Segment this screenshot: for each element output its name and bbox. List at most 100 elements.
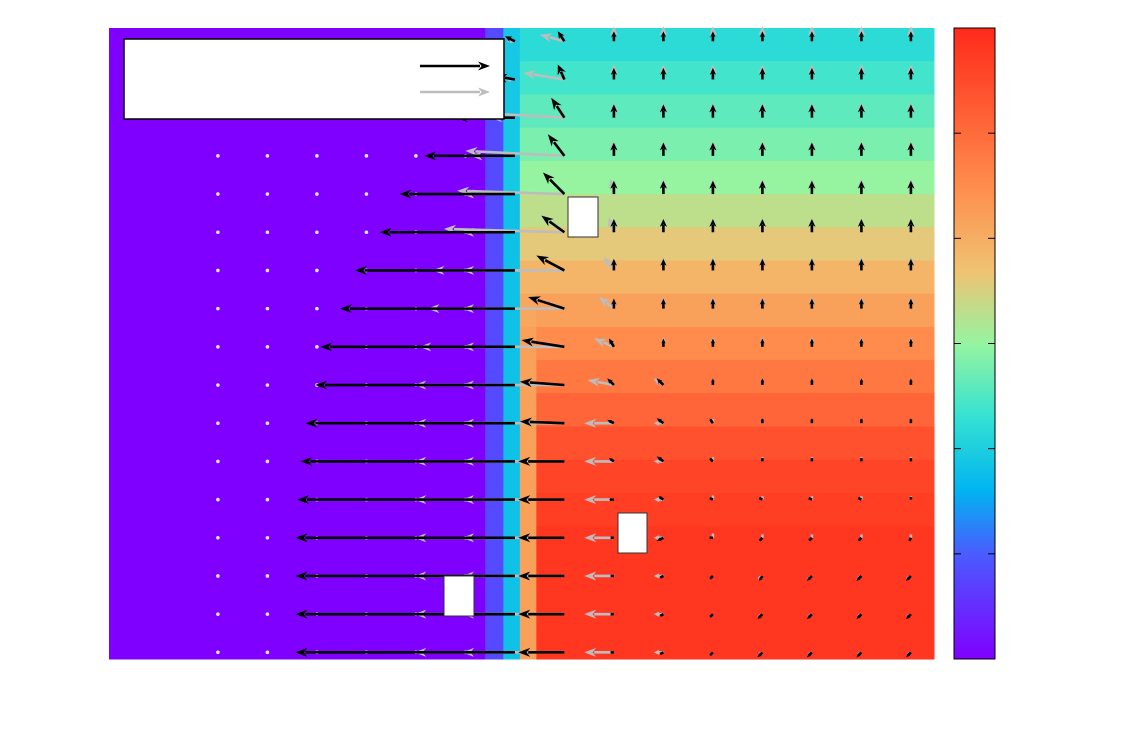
zero-vector: [216, 650, 220, 655]
arrow-head: [659, 180, 667, 189]
vector-arrow: [858, 298, 865, 309]
vector-arrow: [905, 651, 912, 658]
vector-arrow: [759, 67, 766, 80]
zero-vector: [315, 192, 319, 196]
heat-cell: [503, 625, 521, 660]
heat-cell: [536, 492, 935, 527]
arrow-shaft: [555, 105, 566, 119]
arrow-head: [557, 31, 565, 40]
vector-arrow: [759, 31, 766, 42]
zero-vector: [216, 535, 220, 540]
arrow-head: [653, 535, 660, 541]
vector-arrow: [659, 104, 667, 118]
vector-arrow: [758, 180, 766, 195]
arrow-head: [656, 537, 662, 542]
arrow-head: [521, 337, 535, 347]
heat-cell: [503, 194, 521, 228]
heat-cell: [485, 194, 504, 228]
vector-arrow: [909, 418, 913, 424]
vector-arrow: [659, 574, 664, 579]
vector-arrow: [709, 651, 714, 657]
vector-arrow: [760, 378, 765, 386]
vector-arrow: [858, 258, 865, 271]
heat-cell: [485, 592, 504, 627]
arrow-head: [759, 538, 762, 542]
vector-arrow: [557, 31, 566, 43]
arrow-head: [519, 417, 533, 427]
arrow-shaft: [658, 457, 665, 463]
vector-arrow: [659, 613, 664, 617]
arrow-shaft: [559, 34, 566, 43]
vector-arrow: [610, 574, 614, 578]
zero-vector: [265, 574, 270, 578]
arrow-head: [808, 218, 816, 227]
arrow-head: [858, 497, 861, 500]
vector-arrow: [810, 378, 814, 386]
heat-cell: [536, 293, 935, 328]
heat-cell: [519, 293, 537, 328]
vector-arrow: [907, 258, 915, 271]
vector-arrow: [315, 380, 515, 390]
arrow-head: [809, 31, 815, 38]
arrow-shaft: [906, 651, 912, 657]
arrow-shaft: [467, 189, 565, 196]
zero-vector: [216, 154, 220, 158]
arrow-head: [910, 497, 912, 499]
vector-arrow: [709, 496, 714, 501]
arrow-head: [584, 533, 597, 543]
arrow-head: [599, 297, 611, 308]
vector-arrow: [856, 613, 863, 620]
vector-arrow: [860, 534, 863, 538]
vector-arrow: [809, 338, 815, 347]
vector-arrow: [660, 31, 667, 42]
vector-arrow: [808, 142, 816, 156]
heat-cell: [485, 526, 504, 560]
arrow-head: [710, 31, 716, 38]
vector-arrow: [521, 337, 565, 349]
arrow-head: [295, 647, 308, 657]
heat-cell: [109, 492, 486, 527]
arrow-shaft: [548, 35, 565, 43]
vector-arrow: [761, 418, 764, 424]
vector-arrow: [551, 97, 566, 119]
arrow-head: [315, 380, 328, 390]
arrow-head: [710, 298, 716, 305]
vector-arrow: [523, 70, 565, 81]
arrow-head: [610, 575, 613, 577]
vector-arrow: [810, 418, 814, 424]
arrow-head: [584, 609, 597, 619]
heat-cell: [536, 28, 935, 62]
vector-arrow: [709, 418, 714, 424]
arrow-head: [659, 26, 668, 36]
arrow-head: [860, 534, 863, 537]
heat-cell: [503, 393, 521, 428]
vector-arrow: [610, 104, 618, 118]
arrow-head: [857, 180, 865, 189]
arrow-shaft: [906, 613, 912, 619]
heat-cell: [503, 459, 521, 494]
vector-arrow: [856, 575, 863, 581]
vector-field: [216, 26, 915, 658]
arrow-head: [759, 31, 766, 38]
heat-cell: [485, 492, 504, 527]
zero-vector: [265, 459, 270, 464]
arrow-head: [858, 67, 865, 75]
vector-arrow: [610, 142, 618, 156]
vector-arrow: [295, 647, 515, 657]
arrow-head: [584, 418, 597, 428]
arrow-head: [909, 418, 913, 422]
annotation-box: [443, 575, 475, 617]
arrow-head: [808, 497, 812, 500]
zero-vector: [216, 268, 220, 273]
arrow-head: [518, 456, 531, 466]
legend-box: [123, 38, 505, 120]
vector-arrow: [709, 536, 713, 540]
arrow-head: [860, 418, 863, 422]
arrow-head: [759, 497, 762, 500]
vector-arrow: [656, 378, 665, 386]
heat-cell: [485, 160, 504, 195]
vector-arrow: [857, 180, 865, 195]
heat-cell: [109, 160, 486, 195]
arrow-head: [810, 418, 814, 422]
vector-arrow: [761, 534, 764, 538]
